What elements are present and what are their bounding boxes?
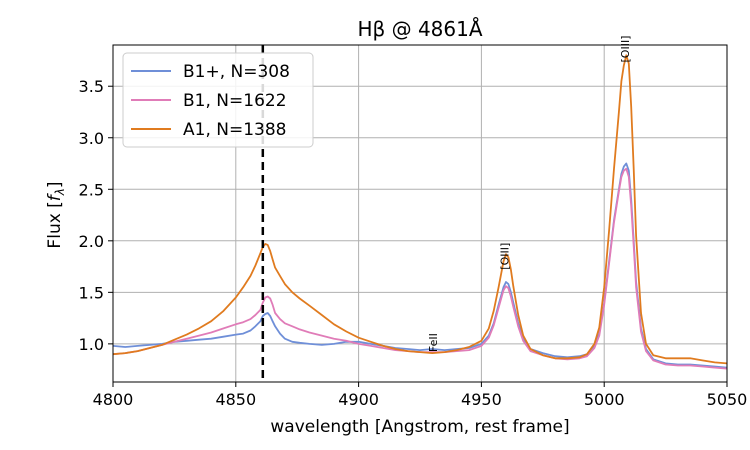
legend-box bbox=[122, 52, 314, 148]
annotation-label: [OIII] bbox=[619, 36, 632, 63]
series-line-0 bbox=[112, 162, 728, 369]
grid bbox=[112, 45, 728, 382]
legend-label: A1, N=1388 bbox=[183, 120, 286, 140]
axis-ticks: 4800 4850 4900 4950 5000 5050 1.0 1.5 2.0 2.5 3.0 3… bbox=[79, 77, 748, 409]
annotations: FeII [OIII] [OIII] bbox=[427, 36, 632, 353]
y-tick-label: 1.0 bbox=[79, 335, 104, 354]
x-axis-label: wavelength [Angstrom, rest frame] bbox=[270, 417, 569, 437]
annotation-label: [OIII] bbox=[498, 243, 511, 270]
legend: B1+, N=308 B1, N=1622 A1, N=1388 bbox=[122, 52, 314, 148]
annotation-label: FeII bbox=[427, 333, 440, 352]
y-axis-label: Flux [fλ] bbox=[45, 181, 67, 248]
plot-frame bbox=[112, 44, 728, 383]
legend-label: B1+, N=308 bbox=[183, 62, 290, 82]
y-tick-label: 3.5 bbox=[79, 77, 104, 96]
series-line-2 bbox=[112, 54, 728, 365]
plot-area bbox=[112, 45, 728, 382]
y-tick-label: 2.0 bbox=[79, 232, 104, 251]
x-tick-label: 4850 bbox=[215, 390, 256, 409]
x-tick-label: 4950 bbox=[461, 390, 502, 409]
x-tick-label: 4800 bbox=[93, 390, 134, 409]
x-tick-label: 4900 bbox=[338, 390, 379, 409]
y-tick-label: 2.5 bbox=[79, 180, 104, 199]
series-line-1 bbox=[112, 167, 728, 370]
y-tick-label: 1.5 bbox=[79, 283, 104, 302]
chart-title: Hβ @ 4861Å bbox=[357, 17, 482, 41]
y-tick-label: 3.0 bbox=[79, 129, 104, 148]
x-tick-label: 5000 bbox=[584, 390, 625, 409]
x-tick-label: 5050 bbox=[707, 390, 748, 409]
legend-label: B1, N=1622 bbox=[183, 91, 287, 111]
